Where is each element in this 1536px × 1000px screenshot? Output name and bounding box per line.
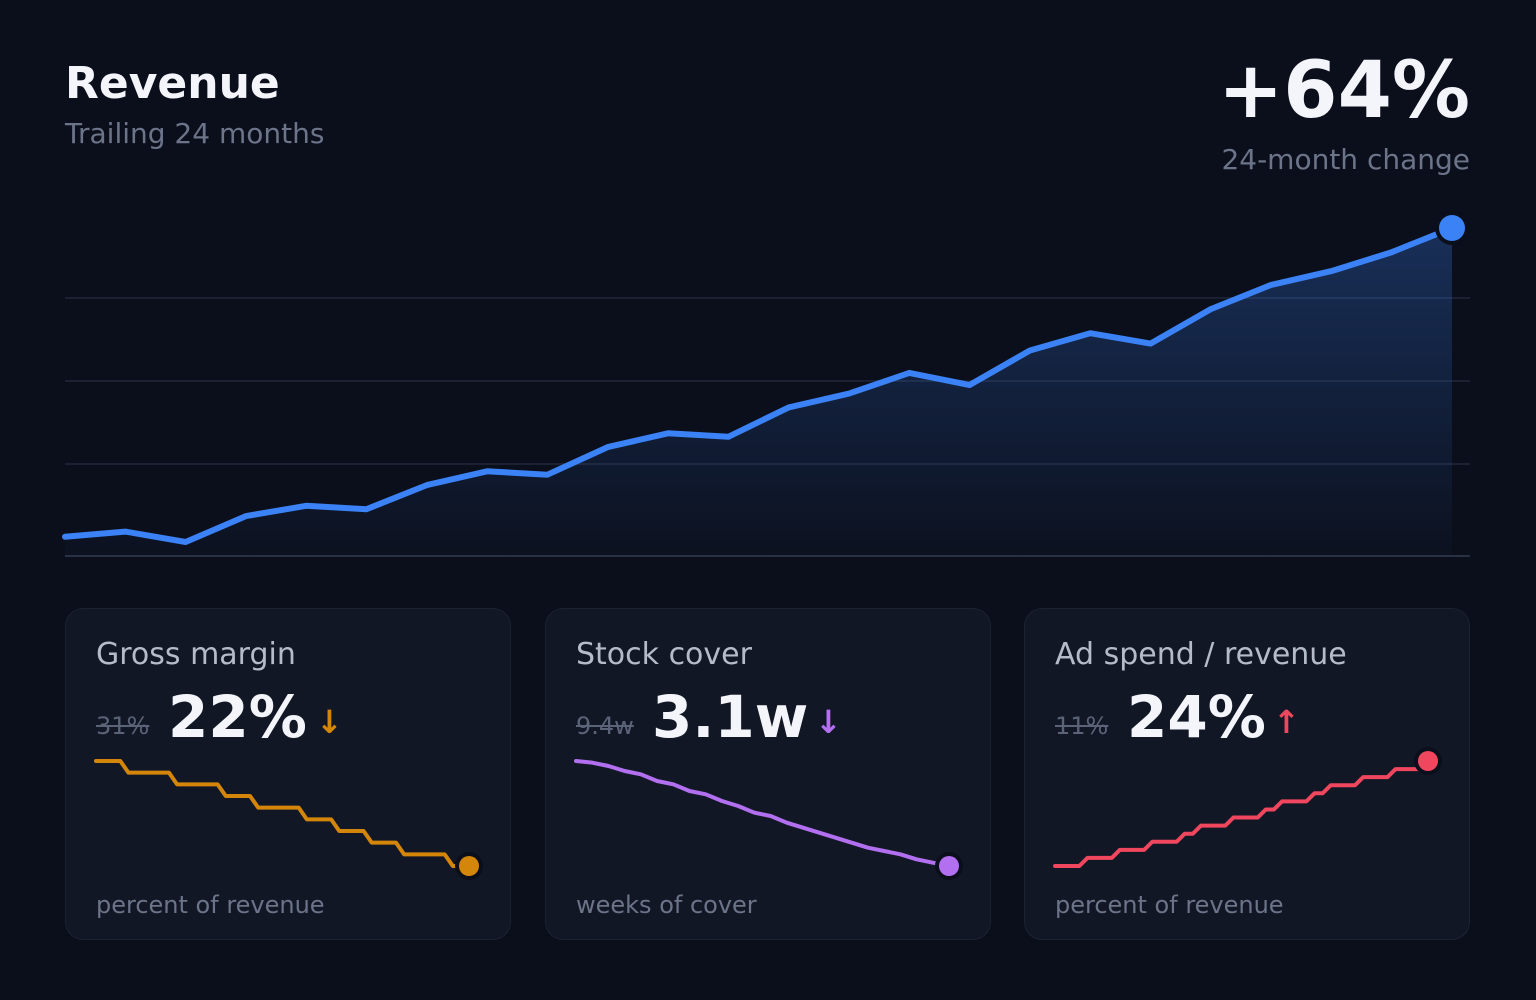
revenue-subtitle: Trailing 24 months [65, 117, 325, 150]
previous-value: 31% [96, 712, 150, 740]
gross-margin-sparkline [94, 759, 483, 880]
card-title: Ad spend / revenue [1055, 637, 1347, 672]
revenue-endpoint-marker [1439, 215, 1465, 241]
ad-spend-card: Ad spend / revenue 11% 24% ↑ percent of … [1024, 608, 1470, 940]
revenue-series-line [62, 225, 1455, 545]
revenue-title: Revenue [65, 58, 280, 109]
sparkline-endpoint-marker [939, 856, 959, 876]
current-value: 3.1w [652, 683, 809, 751]
card-title: Stock cover [576, 637, 752, 672]
arrow-up-icon: ↑ [1273, 703, 1300, 741]
sparkline-endpoint-marker [459, 856, 479, 876]
card-title: Gross margin [96, 637, 296, 672]
kpi-change-label: 24-month change [1221, 143, 1470, 176]
ad-spend-sparkline [1053, 747, 1442, 868]
arrow-down-icon: ↓ [316, 703, 343, 741]
previous-value: 11% [1055, 712, 1109, 740]
kpi-change-value: +64% [1217, 46, 1470, 136]
sparkline-series-line [94, 759, 471, 868]
sparkline-series-line [574, 759, 951, 868]
arrow-down-icon: ↓ [815, 703, 842, 741]
stock-cover-card: Stock cover 9.4w 3.1w ↓ weeks of cover [545, 608, 991, 940]
card-footnote: weeks of cover [576, 891, 757, 919]
current-value: 24% [1127, 683, 1266, 751]
revenue-area-fill [65, 228, 1452, 556]
revenue-area-chart [62, 215, 1470, 557]
current-value: 22% [168, 683, 307, 751]
card-footnote: percent of revenue [1055, 891, 1284, 919]
gross-margin-card: Gross margin 31% 22% ↓ percent of revenu… [65, 608, 511, 940]
card-footnote: percent of revenue [96, 891, 325, 919]
sparkline-endpoint-marker [1418, 751, 1438, 771]
sparkline-series-line [1053, 759, 1430, 868]
previous-value: 9.4w [576, 712, 634, 740]
stock-cover-sparkline [574, 759, 963, 880]
